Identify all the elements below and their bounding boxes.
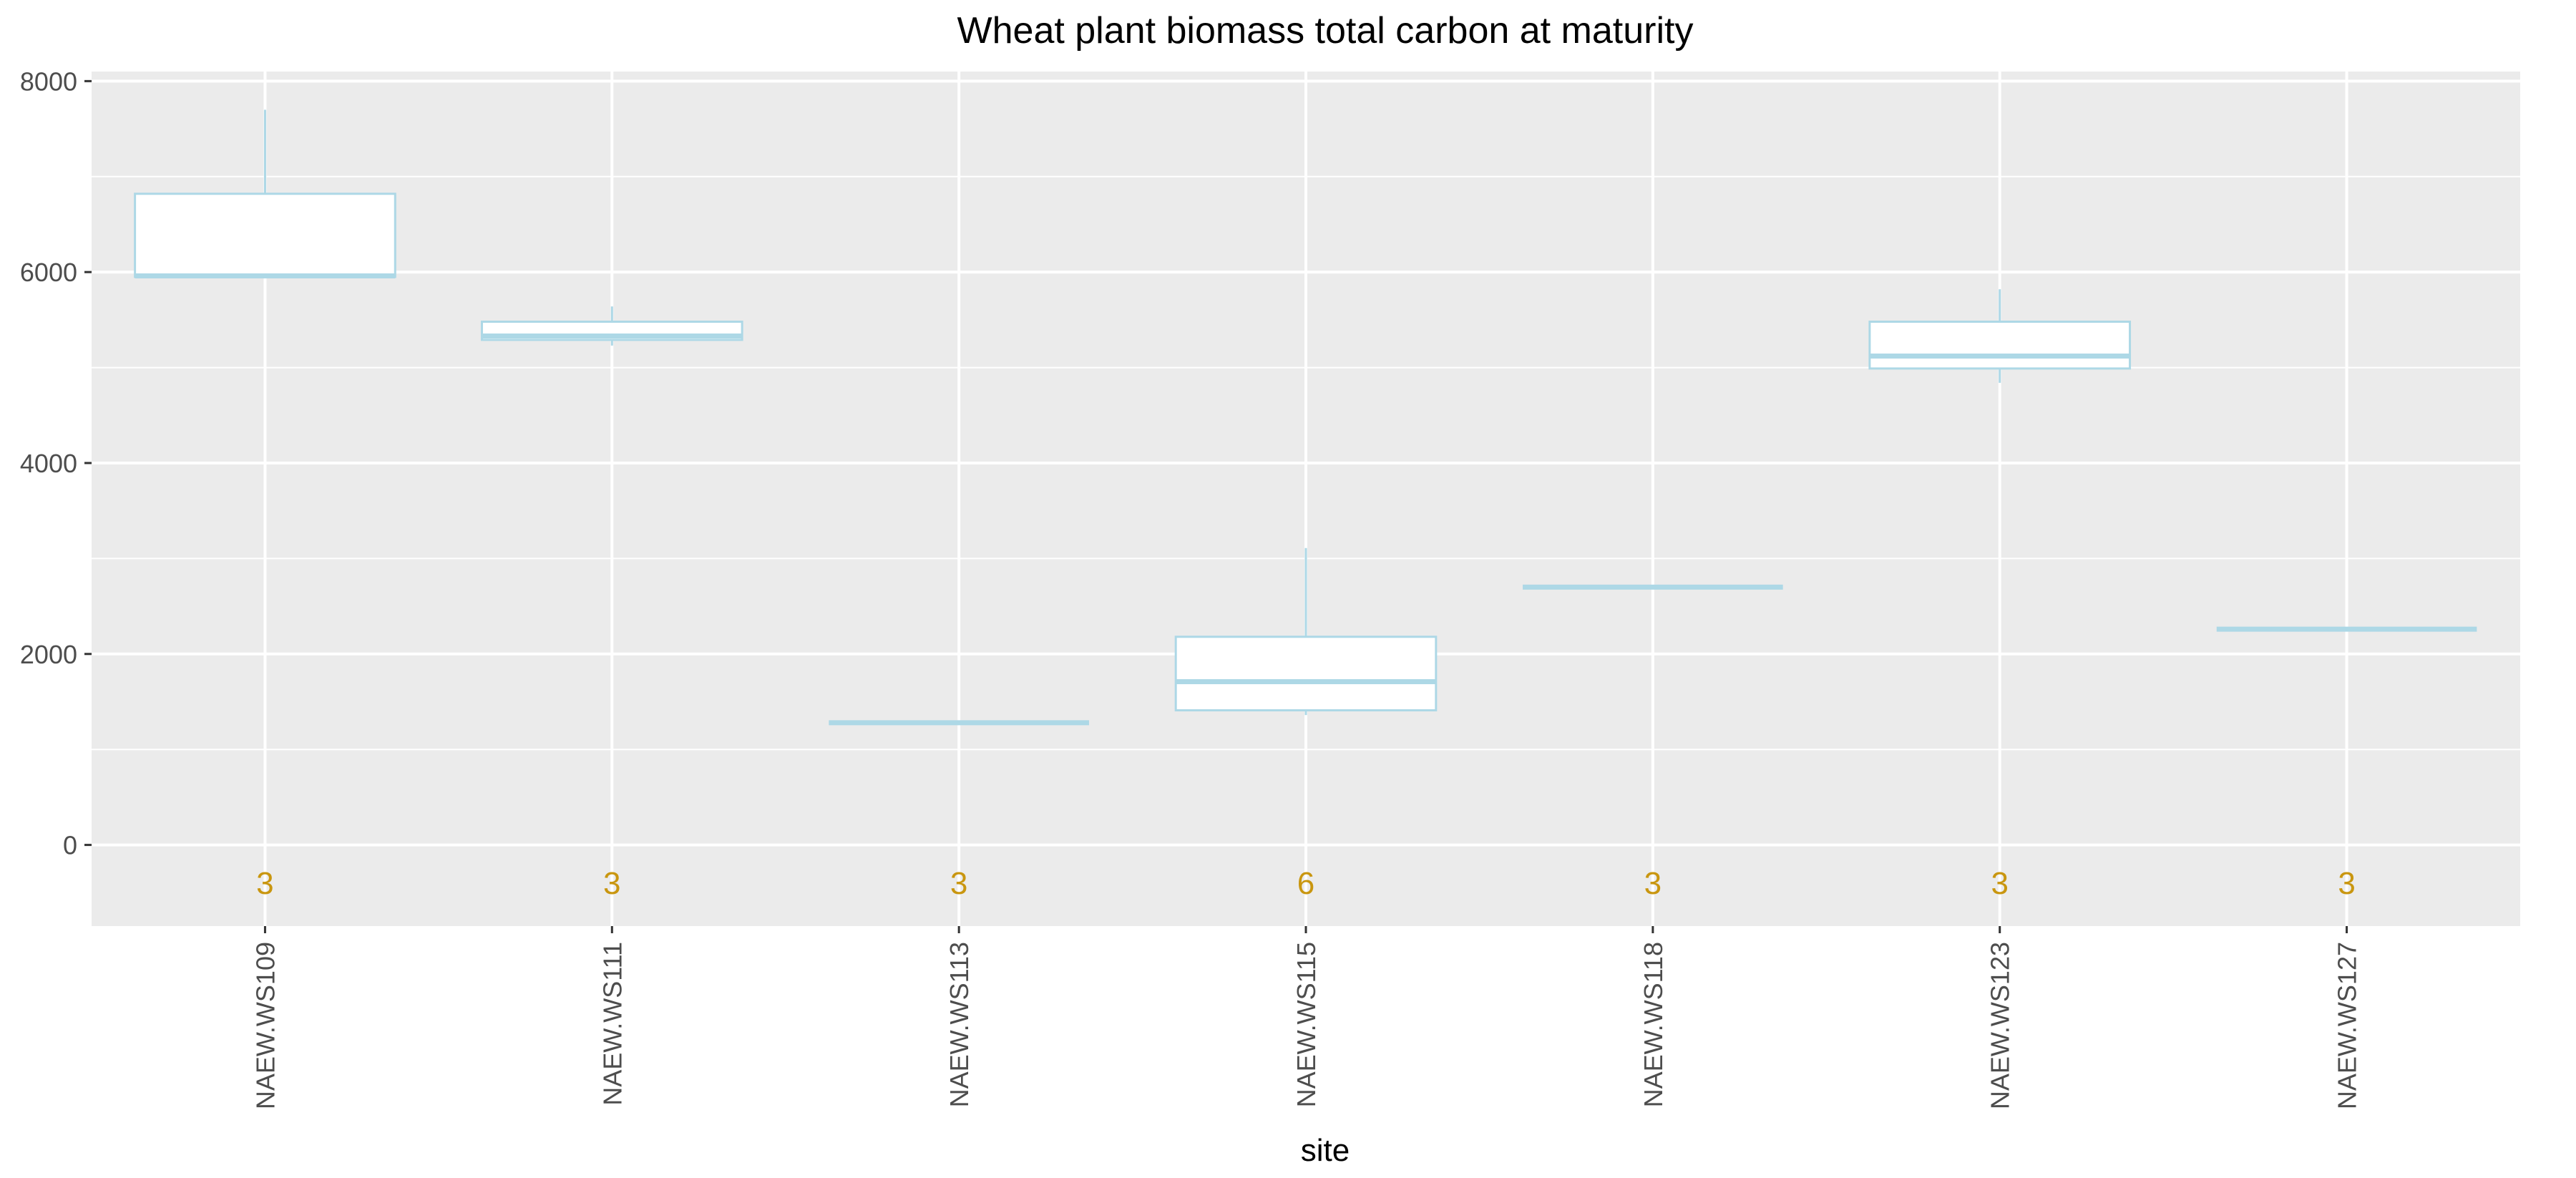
count-label: 3 — [603, 866, 620, 901]
x-tick-label: NAEW.WS127 — [2333, 942, 2362, 1109]
x-tick-label: NAEW.WS115 — [1292, 942, 1321, 1107]
box-series — [134, 109, 2477, 726]
grid-lines — [92, 72, 2520, 926]
count-label: 3 — [2338, 866, 2355, 901]
x-tick-label: NAEW.WS111 — [597, 942, 627, 1106]
count-label: 6 — [1297, 866, 1314, 901]
box-naew-ws109 — [134, 109, 396, 278]
box-body — [1868, 321, 2132, 370]
count-labels: 3 3 3 6 3 3 3 — [256, 866, 2356, 901]
x-axis: NAEW.WS109 NAEW.WS111 NAEW.WS113 NAEW.WS115… — [250, 926, 2362, 1109]
box-naew-ws115 — [1174, 547, 1438, 716]
y-axis: 0 2000 4000 6000 8000 — [20, 67, 92, 860]
x-tick-label: NAEW.WS113 — [945, 942, 974, 1107]
y-tick-label: 4000 — [20, 449, 77, 478]
box-body — [1174, 636, 1438, 711]
x-tick-label: NAEW.WS123 — [1986, 942, 2015, 1109]
count-label: 3 — [950, 866, 967, 901]
x-tick-label: NAEW.WS109 — [250, 942, 280, 1109]
chart-title: Wheat plant biomass total carbon at matu… — [957, 10, 1694, 52]
y-tick-label: 8000 — [20, 67, 77, 96]
box-body — [134, 193, 396, 278]
count-label: 3 — [1991, 866, 2008, 901]
x-tick-label: NAEW.WS118 — [1639, 942, 1668, 1107]
count-label: 3 — [256, 866, 273, 901]
y-tick-label: 6000 — [20, 258, 77, 287]
y-tick-label: 2000 — [20, 640, 77, 669]
count-label: 3 — [1644, 866, 1662, 901]
y-tick-label: 0 — [63, 831, 77, 860]
box-naew-ws123 — [1868, 289, 2132, 383]
x-axis-label: site — [1301, 1133, 1350, 1168]
box-naew-ws111 — [480, 306, 743, 346]
